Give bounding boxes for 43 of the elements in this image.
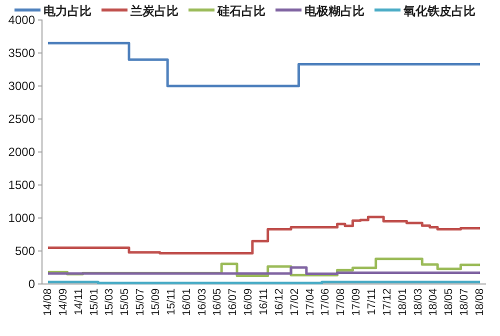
x-tick-label: 15/07 (134, 288, 147, 316)
legend-label: 硅石占比 (216, 4, 266, 18)
y-tick-label: 4000 (8, 12, 36, 27)
x-tick-label: 14/08 (42, 288, 54, 316)
y-tick-label: 2000 (8, 144, 36, 159)
y-tick-label: 1500 (8, 178, 36, 192)
x-tick-label: 17/04 (304, 288, 316, 316)
x-tick-label: 15/01 (88, 288, 100, 316)
legend-label: 电力占比 (44, 4, 92, 18)
x-tick-label: 17/06 (320, 288, 332, 316)
y-tick-label: 3500 (8, 46, 36, 60)
x-tick-label: 18/05 (443, 288, 456, 316)
x-tick-label: 17/02 (288, 288, 301, 316)
x-tick-label: 18/08 (474, 288, 486, 316)
x-tick-label: 18/04 (428, 288, 440, 316)
x-tick-label: 15/09 (150, 288, 162, 316)
y-tick-label: 0 (28, 276, 36, 291)
y-tick-label: 1000 (8, 210, 36, 225)
x-tick-label: 17/12 (381, 288, 394, 316)
legend-label: 电极糊占比 (304, 4, 364, 18)
x-tick-label: 18/03 (412, 288, 424, 316)
legend-label: 氧化铁皮占比 (402, 4, 476, 18)
x-tick-label: 16/11 (258, 288, 270, 316)
x-tick-label: 18/01 (396, 288, 409, 316)
x-tick-label: 16/03 (196, 288, 208, 316)
y-tick-label: 2500 (8, 112, 36, 126)
x-tick-label: 17/09 (350, 288, 363, 316)
x-tick-label: 15/11 (165, 288, 178, 316)
y-tick-label: 500 (14, 244, 36, 258)
x-tick-label: 15/03 (104, 288, 116, 316)
x-tick-label: 15/05 (119, 288, 132, 316)
x-tick-label: 14/09 (57, 288, 70, 316)
x-tick-label: 18/07 (458, 288, 471, 316)
x-tick-label: 16/05 (212, 288, 224, 316)
x-tick-label: 17/11 (366, 288, 378, 316)
x-tick-label: 16/01 (180, 288, 193, 316)
y-tick-label: 3000 (8, 78, 36, 93)
x-tick-label: 16/07 (227, 288, 240, 316)
x-tick-label: 16/09 (242, 288, 255, 316)
x-tick-label: 17/08 (335, 288, 348, 316)
legend-label: 兰炭占比 (130, 4, 178, 18)
x-tick-label: 14/11 (72, 288, 85, 316)
x-tick-label: 16/12 (273, 288, 286, 316)
